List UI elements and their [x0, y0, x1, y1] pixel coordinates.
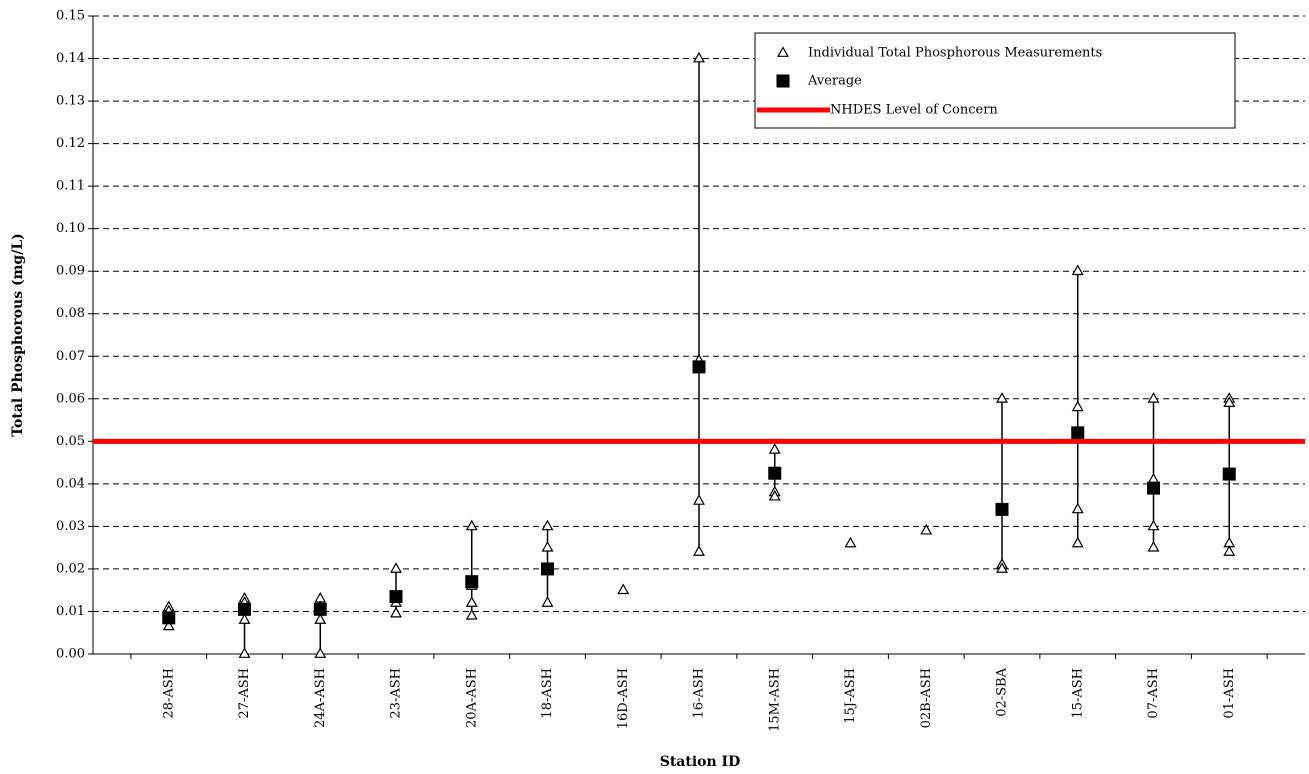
y-tick-label: 0.04	[56, 476, 85, 491]
measurement-point	[238, 647, 251, 658]
x-tick-label: 16-ASH	[692, 668, 707, 719]
x-tick-label: 01-ASH	[1222, 668, 1237, 719]
x-tick-label: 24A-ASH	[313, 668, 328, 728]
x-tick-label: 27-ASH	[237, 668, 252, 719]
measurement-point	[693, 51, 705, 63]
x-axis-title: Station ID	[660, 754, 741, 770]
average-point	[162, 611, 176, 625]
measurement-point	[920, 523, 933, 535]
x-tick-label: 02-SBA	[995, 667, 1010, 716]
measurement-point	[314, 613, 327, 624]
measurement-point	[314, 647, 327, 658]
y-tick-label: 0.00	[56, 647, 85, 662]
average-point	[465, 575, 479, 589]
average-point	[389, 590, 403, 604]
x-tick-label: 02B-ASH	[919, 668, 934, 728]
measurement-point	[1071, 400, 1084, 412]
y-tick-label: 0.13	[56, 94, 85, 109]
measurement-point	[1147, 472, 1160, 484]
measurement-point	[693, 494, 705, 505]
y-tick-label: 0.02	[56, 561, 85, 576]
legend-marker	[777, 46, 789, 57]
x-tick-label: 07-ASH	[1146, 668, 1161, 719]
measurement-point	[996, 392, 1008, 403]
y-tick-label: 0.11	[56, 179, 85, 194]
measurement-point	[390, 562, 402, 573]
measurement-point	[693, 545, 705, 556]
y-axis-title: Total Phosphorous (mg/L)	[10, 233, 26, 437]
measurement-point	[768, 443, 781, 454]
average-point	[692, 360, 706, 374]
average-point	[313, 602, 327, 616]
measurement-point	[541, 519, 554, 531]
x-tick-label: 15J-ASH	[843, 668, 858, 724]
x-tick-label: 18-ASH	[540, 668, 555, 719]
measurement-point	[465, 608, 478, 620]
y-tick-label: 0.12	[56, 136, 85, 151]
x-tick-label: 20A-ASH	[464, 668, 479, 728]
x-tick-label: 15M-ASH	[767, 668, 782, 732]
legend-label: Individual Total Phosphorous Measurement…	[808, 46, 1102, 61]
average-point	[995, 502, 1009, 516]
legend-box	[754, 32, 1236, 129]
measurement-point	[1147, 519, 1160, 531]
average-point	[541, 562, 554, 576]
x-tick-label: 28-ASH	[161, 668, 176, 719]
measurement-point	[1071, 536, 1084, 548]
measurement-point	[465, 596, 478, 607]
y-tick-label: 0.10	[56, 221, 85, 236]
y-tick-label: 0.14	[56, 51, 85, 66]
average-point	[768, 466, 782, 480]
legend-marker	[776, 74, 790, 88]
average-point	[1147, 481, 1160, 495]
measurement-point	[996, 562, 1008, 573]
measurement-point	[844, 536, 857, 548]
legend-label: Average	[807, 74, 862, 89]
y-tick-label: 0.05	[56, 434, 85, 449]
measurement-point	[541, 540, 554, 552]
y-tick-label: 0.15	[56, 9, 85, 24]
average-point	[238, 602, 251, 616]
measurement-point	[1223, 545, 1236, 556]
y-tick-label: 0.06	[56, 391, 85, 406]
measurement-point	[617, 583, 630, 595]
average-point	[1071, 426, 1085, 440]
measurement-point	[1071, 264, 1084, 276]
y-tick-label: 0.01	[56, 604, 85, 619]
measurement-point	[1147, 540, 1160, 552]
y-tick-label: 0.07	[56, 349, 85, 364]
measurement-point	[390, 606, 402, 618]
y-tick-label: 0.03	[56, 519, 85, 534]
measurement-point	[162, 619, 175, 631]
measurement-point	[238, 613, 251, 624]
measurement-point	[541, 596, 554, 607]
measurement-point	[1223, 396, 1236, 407]
x-tick-label: 16D-ASH	[616, 668, 631, 729]
y-tick-label: 0.08	[56, 306, 85, 321]
y-tick-label: 0.09	[56, 264, 85, 279]
measurement-point	[1147, 392, 1160, 403]
x-tick-label: 15-ASH	[1070, 668, 1085, 719]
x-tick-label: 23-ASH	[389, 668, 404, 719]
average-point	[1222, 467, 1236, 481]
measurement-point	[768, 489, 781, 501]
legend-label: NHDES Level of Concern	[830, 103, 998, 118]
measurement-point	[1071, 502, 1084, 514]
measurement-point	[465, 519, 478, 531]
